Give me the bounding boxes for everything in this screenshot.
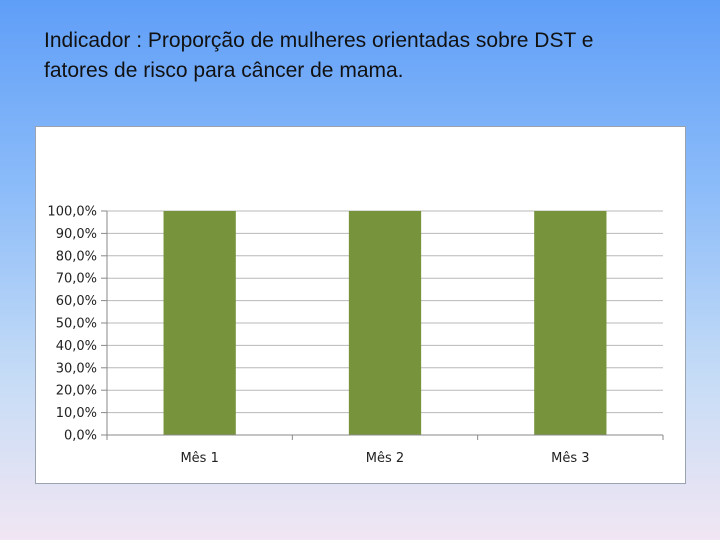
y-tick-label: 90,0% — [56, 227, 97, 242]
x-category-label: Mês 2 — [366, 451, 404, 466]
labels: 0,0% 10,0% 20,0% 30,0% 40,0% 50,0% 60,0% 70,0% 8… — [47, 205, 589, 467]
y-tick-label: 50,0% — [56, 317, 97, 332]
y-tick-label: 70,0% — [56, 272, 97, 287]
y-tick-label: 40,0% — [56, 339, 97, 354]
y-tick-label: 10,0% — [56, 406, 97, 421]
x-category-label: Mês 3 — [551, 451, 589, 466]
chart-frame: 0,0% 10,0% 20,0% 30,0% 40,0% 50,0% 60,0% 70,0% 8… — [35, 126, 686, 484]
y-tick-label: 0,0% — [64, 429, 97, 444]
axes — [101, 210, 664, 440]
y-tick-label: 60,0% — [56, 294, 97, 309]
y-tick-label: 100,0% — [47, 205, 97, 220]
y-tick-label: 80,0% — [56, 249, 97, 264]
slide-title-line-2: fatores de risco para câncer de mama. — [44, 59, 404, 82]
y-tick-label: 30,0% — [56, 361, 97, 376]
bar — [348, 211, 422, 435]
bar-chart: 0,0% 10,0% 20,0% 30,0% 40,0% 50,0% 60,0% 70,0% 8… — [47, 205, 664, 467]
y-tick-label: 20,0% — [56, 384, 97, 399]
bar — [163, 211, 236, 435]
slide-title-line-1: Indicador : Proporção de mulheres orient… — [44, 29, 594, 52]
bars — [163, 211, 607, 435]
x-category-label: Mês 1 — [180, 451, 218, 466]
bar — [534, 211, 607, 435]
slide-title: Indicador : Proporção de mulheres orient… — [44, 26, 694, 86]
